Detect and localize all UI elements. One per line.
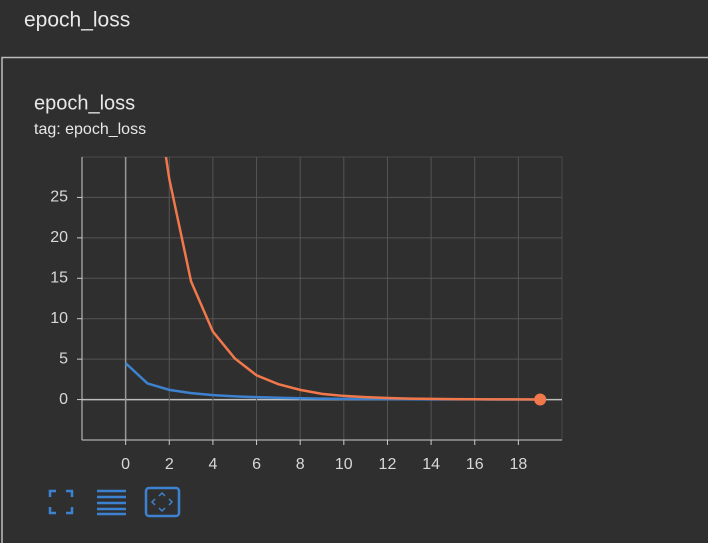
x-tick-label: 18	[509, 456, 527, 473]
y-tick-label: 10	[50, 310, 68, 327]
log-scale-icon[interactable]	[97, 489, 126, 516]
fit-icon[interactable]	[144, 486, 181, 518]
fit-arrows	[150, 491, 174, 513]
last-point	[534, 393, 547, 406]
x-tick-label: 10	[335, 456, 353, 473]
toolbar[interactable]	[48, 486, 181, 518]
fullscreen-icon[interactable]	[48, 489, 74, 515]
chart-subtitle: tag: epoch_loss	[34, 121, 146, 138]
x-tick-label: 4	[208, 456, 217, 473]
x-tick-label: 16	[466, 456, 484, 473]
x-tick-label: 8	[296, 456, 305, 473]
x-tick-label: 12	[379, 456, 397, 473]
series-line	[164, 157, 541, 401]
y-tick-label: 15	[50, 270, 68, 287]
x-tick-label: 14	[422, 456, 440, 473]
y-tick-label: 25	[50, 189, 68, 206]
chart-title: epoch_loss	[34, 92, 135, 114]
x-tick-label: 2	[165, 456, 174, 473]
x-tick-label: 6	[252, 456, 261, 473]
y-tick-label: 20	[50, 229, 68, 246]
x-tick-label: 0	[121, 456, 130, 473]
panel-border	[1, 56, 708, 543]
plot: 0 5 10 15 20 25 0 2 4 6 8 10 12 14 16 18	[50, 156, 563, 473]
y-tick-label: 5	[59, 350, 68, 367]
y-tick-label: 0	[59, 391, 68, 408]
header-title: epoch_loss	[24, 9, 130, 32]
